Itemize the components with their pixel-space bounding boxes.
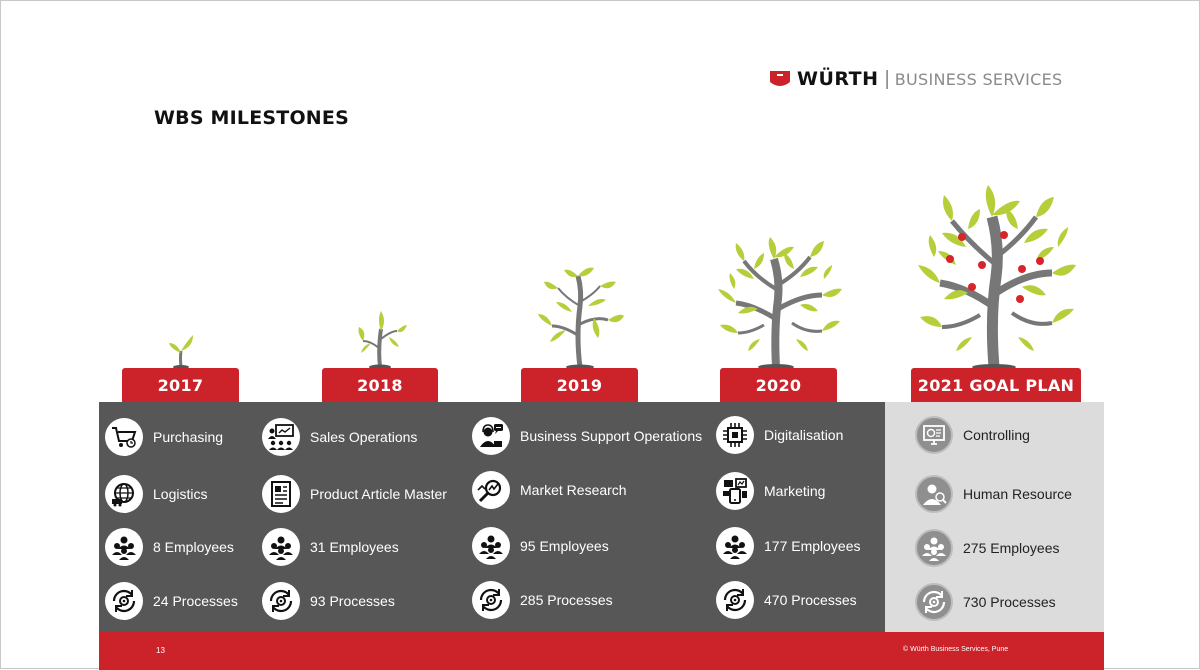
list-item: Human Resource [915, 475, 1072, 513]
item-label: Purchasing [153, 429, 224, 445]
item-label: Market Research [520, 482, 627, 498]
wurth-logo-mark-icon [770, 71, 790, 86]
logo-brand: WÜRTH [797, 68, 879, 90]
plant-2019-icon [538, 267, 624, 369]
item-label: 275 Employees [963, 540, 1060, 556]
seedling-2018-icon [358, 311, 407, 369]
list-item: Product Article Master [262, 475, 447, 513]
item-label: Controlling [963, 427, 1030, 443]
document-icon [262, 475, 300, 513]
item-label: 93 Processes [310, 593, 395, 609]
item-label: 285 Processes [520, 592, 613, 608]
item-label: Sales Operations [310, 429, 418, 445]
year-tab-2017: 2017 [122, 368, 239, 402]
list-item: Business Support Operations [472, 417, 702, 455]
globe-truck-icon [105, 475, 143, 513]
footer-bar [99, 632, 1104, 670]
list-item: 31 Employees [262, 528, 399, 566]
list-item: Market Research [472, 471, 627, 509]
people-group-icon [472, 527, 510, 565]
process-cycle-icon [716, 581, 754, 619]
copyright-text: © Würth Business Services, Pune [903, 646, 1009, 653]
fruit-tree-2021-icon [918, 185, 1076, 369]
support-agent-icon [472, 417, 510, 455]
year-tab-2019: 2019 [521, 368, 638, 402]
item-label: Product Article Master [310, 486, 447, 502]
item-label: Business Support Operations [520, 428, 703, 444]
list-item: 177 Employees [716, 527, 861, 565]
list-item: Marketing [716, 472, 825, 510]
circuit-chip-icon [716, 416, 754, 454]
item-label: Digitalisation [764, 427, 844, 443]
process-gear-icon [915, 583, 953, 621]
item-label: 730 Processes [963, 594, 1056, 610]
year-tab-2021-goal-plan: 2021 GOAL PLAN [911, 368, 1081, 402]
sprout-2017-icon [169, 335, 193, 369]
item-label: 8 Employees [153, 539, 234, 555]
list-item: 8 Employees [105, 528, 234, 566]
process-cycle-icon [105, 582, 143, 620]
magnifier-chart-icon [472, 471, 510, 509]
list-item: 470 Processes [716, 581, 857, 619]
wurth-logo: WÜRTH | BUSINESS SERVICES [769, 65, 1062, 93]
item-label: Logistics [153, 486, 208, 502]
people-group-icon [262, 528, 300, 566]
page-number: 13 [156, 646, 165, 655]
presentation-icon [262, 418, 300, 456]
page-title: WBS MILESTONES [154, 107, 349, 129]
tree-2020-icon [718, 237, 842, 369]
year-tab-2018: 2018 [322, 368, 438, 402]
list-item: Logistics [105, 475, 207, 513]
process-cycle-icon [472, 581, 510, 619]
list-item: Digitalisation [716, 416, 843, 454]
logo-divider: | [884, 67, 890, 90]
list-item: Sales Operations [262, 418, 417, 456]
list-item: 285 Processes [472, 581, 613, 619]
list-item: 24 Processes [105, 582, 238, 620]
list-item: 95 Employees [472, 527, 609, 565]
shopping-cart-icon [105, 418, 143, 456]
item-label: Marketing [764, 483, 826, 499]
year-tab-2020: 2020 [720, 368, 837, 402]
item-label: 470 Processes [764, 592, 857, 608]
list-item: Controlling [915, 416, 1030, 454]
item-label: Human Resource [963, 486, 1072, 502]
process-cycle-icon [262, 582, 300, 620]
list-item: 275 Employees [915, 529, 1060, 567]
item-label: 24 Processes [153, 593, 238, 609]
people-group-icon [716, 527, 754, 565]
controlling-monitor-icon [915, 416, 953, 454]
list-item: 93 Processes [262, 582, 395, 620]
item-label: 177 Employees [764, 538, 861, 554]
logo-subtitle: BUSINESS SERVICES [894, 69, 1063, 89]
item-label: 95 Employees [520, 538, 609, 554]
people-group-icon [105, 528, 143, 566]
human-resource-icon [915, 475, 953, 513]
list-item: Purchasing [105, 418, 223, 456]
marketing-devices-icon [716, 472, 754, 510]
item-label: 31 Employees [310, 539, 399, 555]
people-group-icon [915, 529, 953, 567]
list-item: 730 Processes [915, 583, 1056, 621]
